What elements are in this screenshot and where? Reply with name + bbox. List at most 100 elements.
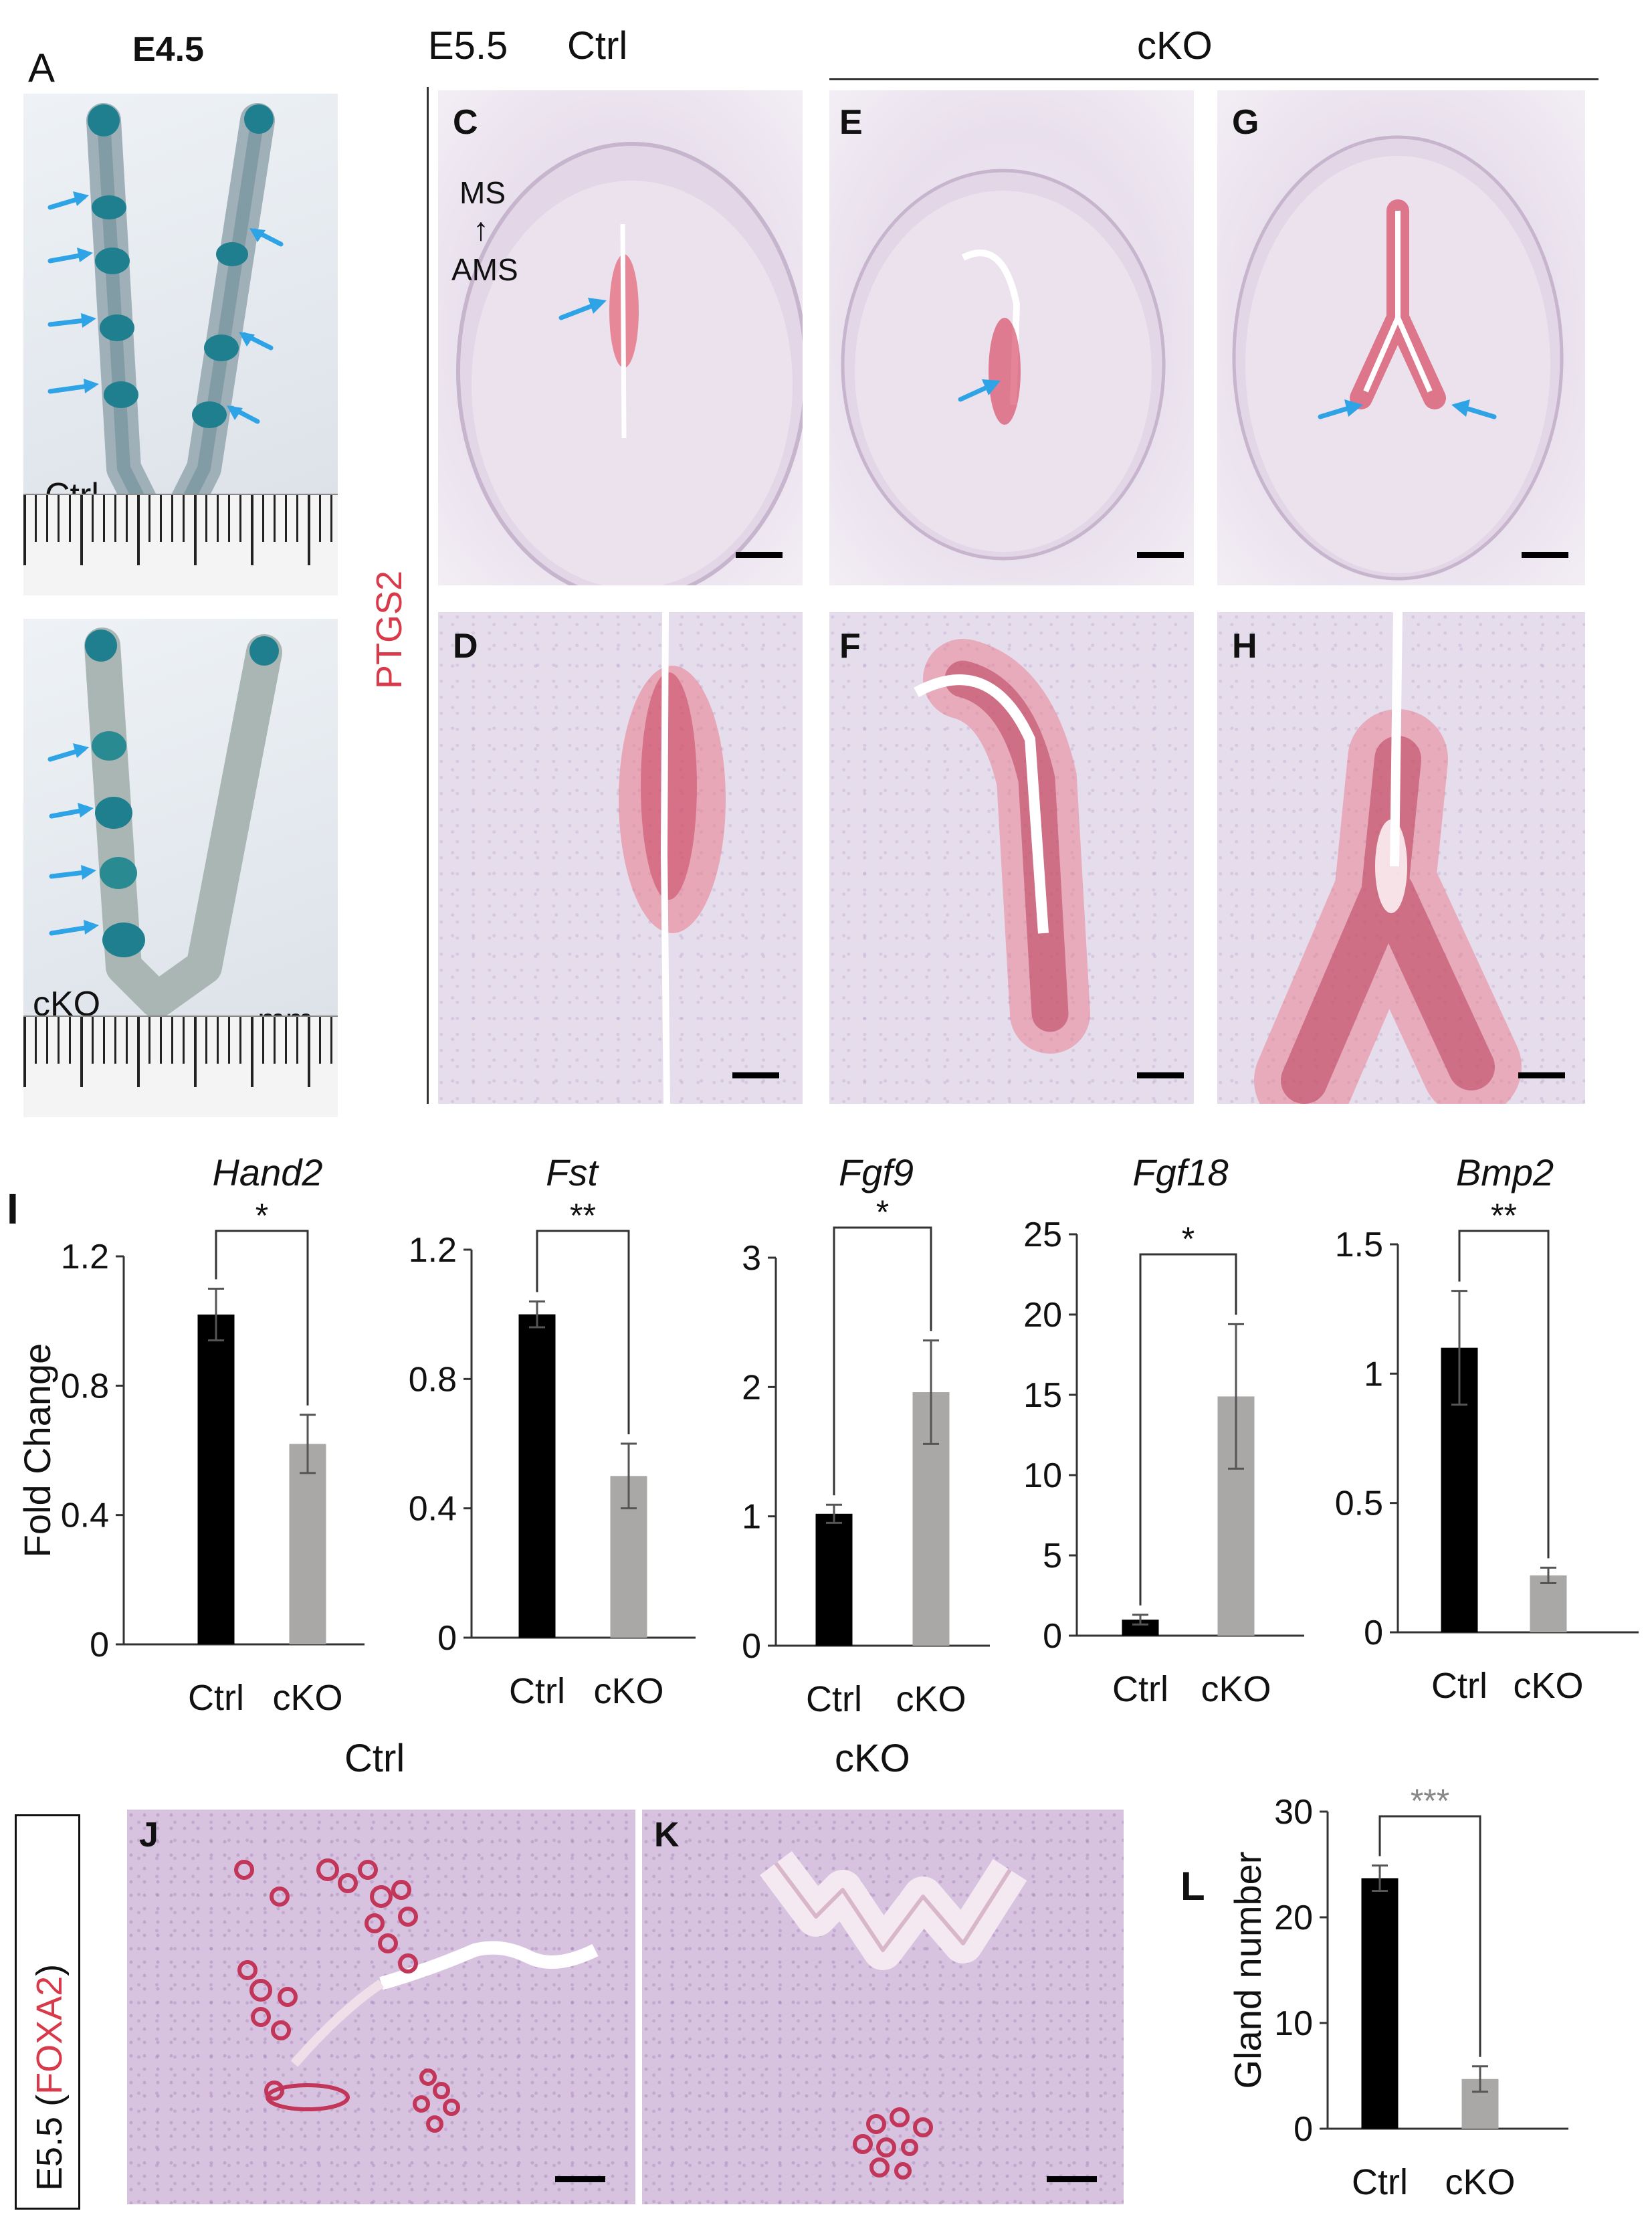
y-tick-label: 1 <box>1364 1355 1383 1393</box>
significance-bracket <box>833 1226 932 1496</box>
panel-letter-h: H <box>1232 627 1257 666</box>
x-tick-label: Ctrl <box>1352 2162 1408 2202</box>
x-tick-label: cKO <box>1445 2162 1515 2202</box>
y-tick-label: 0 <box>1364 1614 1383 1652</box>
y-tick-label: 1.2 <box>409 1231 457 1270</box>
scale-bar <box>1518 1072 1565 1078</box>
cko-header-line <box>829 78 1598 80</box>
chart-title: Fgf9 <box>839 1151 914 1193</box>
tissue-detail-d <box>619 612 726 1104</box>
section-c: C MS ↑ AMS <box>438 90 803 585</box>
chart-i1: 0 0.4 0.8 1.2 Ctrl cKO * Hand2 Fold Change <box>16 1151 365 1713</box>
axis-label-ms: MS <box>459 175 506 210</box>
significance-bracket <box>1458 1230 1550 1559</box>
x-tick-label: Ctrl <box>188 1678 244 1713</box>
scale-bar <box>555 2176 605 2182</box>
y-tick-label: 0.8 <box>61 1367 109 1406</box>
arrow-icon <box>958 379 1001 402</box>
section-g: G <box>1217 90 1585 585</box>
y-axis-label: Fold Change <box>16 1343 58 1558</box>
panel-letter-d: D <box>453 627 478 666</box>
arrow-icon <box>1451 399 1497 419</box>
x-tick-label: cKO <box>896 1679 966 1713</box>
ruler <box>23 1016 338 1117</box>
significance-marker: ** <box>570 1197 596 1234</box>
significance-bracket <box>215 1230 309 1406</box>
section-j: J <box>127 1810 635 2204</box>
scale-bar <box>1522 552 1568 558</box>
side-label-stain: FOXA2 <box>29 1975 70 2095</box>
chart-title: Bmp2 <box>1456 1151 1554 1193</box>
section-d: D <box>438 612 803 1104</box>
arrow-icon <box>47 743 99 936</box>
ctrl-header: Ctrl <box>567 24 628 68</box>
significance-marker: * <box>1182 1220 1195 1258</box>
tissue-outline-c <box>456 142 803 585</box>
y-tick-label: 10 <box>1023 1456 1062 1495</box>
y-tick-label: 0 <box>742 1627 761 1666</box>
tissue-detail-f <box>914 639 1090 1054</box>
bar-ctrl <box>518 1314 556 1638</box>
cko-header: cKO <box>1137 24 1213 68</box>
chart-i5: 0 0.5 1 1.5 Ctrl cKO ** Bmp2 <box>1335 1151 1639 1706</box>
section-f: F <box>829 612 1194 1104</box>
panel-letter-j: J <box>139 1816 159 1854</box>
y-tick-label: 0 <box>1043 1617 1062 1656</box>
y-tick-label: 30 <box>1274 1793 1313 1832</box>
y-tick-label: 5 <box>1043 1537 1062 1575</box>
y-tick-label: 0.5 <box>1335 1484 1383 1523</box>
significance-bracket <box>1378 1815 1481 2057</box>
panel-letter-l: L <box>1180 1864 1205 1909</box>
ctrl-header-row3: Ctrl <box>344 1737 405 1780</box>
y-tick-label: 0.4 <box>61 1497 109 1535</box>
y-tick-label: 20 <box>1023 1296 1062 1335</box>
significance-bracket <box>536 1230 630 1434</box>
up-arrow-icon: ↑ <box>473 212 489 248</box>
significance-bracket <box>1139 1253 1237 1606</box>
uterus-drawing-cko <box>84 628 282 1018</box>
arrow-icon <box>47 191 284 424</box>
chart-i3: 0 1 2 3 Ctrl cKO *Fgf9 <box>742 1151 990 1713</box>
y-tick-label: 20 <box>1274 1899 1313 1937</box>
stage-label-e4-5: E4.5 <box>132 30 204 69</box>
stage-label-e5-5: E5.5 <box>428 24 508 68</box>
chart-title: Fgf18 <box>1132 1151 1228 1193</box>
tissue-glands-j <box>234 1858 599 2133</box>
x-tick-label: cKO <box>272 1678 342 1713</box>
scale-bar <box>1137 552 1184 558</box>
arrow-icon <box>558 298 607 320</box>
significance-marker: ** <box>1491 1197 1517 1234</box>
side-label-suffix: ) <box>29 1963 70 1976</box>
tissue-detail-h <box>1254 612 1522 1104</box>
panel-letter-e: E <box>839 103 863 142</box>
panel-letter-i: I <box>7 1185 19 1233</box>
tissue-outline-g <box>1232 135 1564 581</box>
bar-ctrl <box>1361 1878 1399 2129</box>
panel-letter-g: G <box>1232 103 1259 142</box>
chart-i4: 0 5 10 15 20 25 Ctrl cKO * Fgf18 <box>1023 1151 1304 1709</box>
chart-l: 0 10 20 30 Ctrl cKO *** Gland number <box>1227 1782 1568 2202</box>
significance-marker: * <box>255 1197 268 1234</box>
x-tick-label: Ctrl <box>1112 1669 1168 1709</box>
significance-marker: * <box>876 1193 889 1231</box>
x-tick-label: Ctrl <box>806 1679 862 1713</box>
panel-letter-c: C <box>453 103 478 142</box>
x-tick-label: cKO <box>1201 1669 1271 1709</box>
arrow-icon <box>1318 399 1363 419</box>
uterus-photo-ctrl: Ctrl mm <box>23 94 338 595</box>
panel-letter-a: A <box>28 45 56 90</box>
bar-cko <box>1530 1575 1567 1632</box>
significance-marker: *** <box>1411 1782 1449 1820</box>
cko-header-row3: cKO <box>835 1737 910 1780</box>
bar-ctrl <box>815 1513 853 1646</box>
chart-title: Fst <box>546 1151 599 1193</box>
tissue-outline-e <box>841 169 1166 561</box>
vertical-divider <box>427 87 429 1104</box>
y-tick-label: 25 <box>1023 1216 1062 1254</box>
uterus-photo-cko: cKO mm <box>23 619 338 1117</box>
y-tick-label: 10 <box>1274 2004 1313 2043</box>
x-tick-label: Ctrl <box>509 1671 565 1711</box>
x-tick-label: cKO <box>1513 1666 1583 1706</box>
section-k: K <box>642 1810 1124 2204</box>
scale-bar <box>736 552 783 558</box>
